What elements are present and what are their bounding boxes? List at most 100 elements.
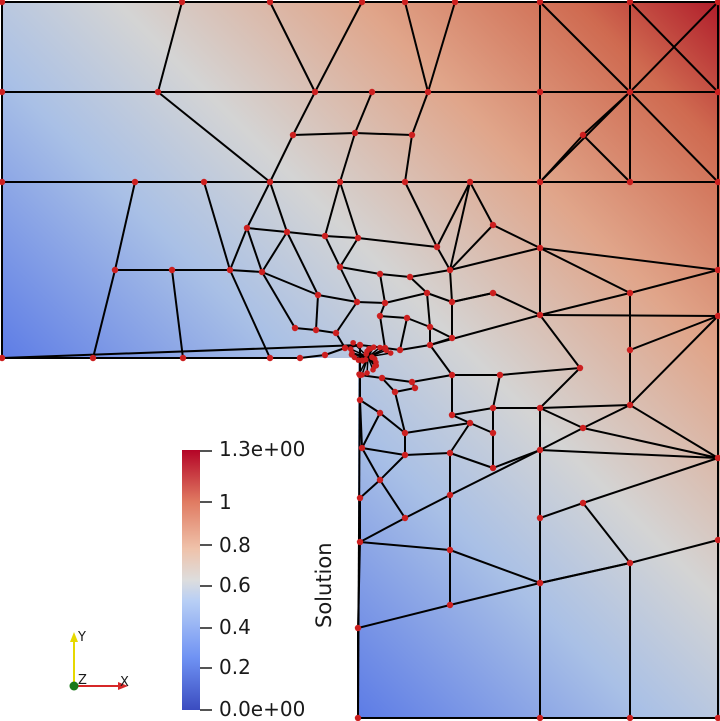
mesh-node <box>579 131 587 139</box>
mesh-edge <box>436 181 471 248</box>
mesh-edge <box>426 292 431 328</box>
mesh-node <box>266 0 274 6</box>
mesh-node <box>377 344 383 351</box>
mesh-node <box>266 354 274 362</box>
mesh-node <box>714 454 720 462</box>
mesh-node <box>283 228 291 236</box>
mesh-node <box>89 354 97 362</box>
mesh-node <box>536 178 544 186</box>
color-bar-gradient <box>182 450 200 710</box>
mesh-node <box>446 546 454 554</box>
mesh-edge <box>357 237 438 248</box>
mesh-node <box>364 370 370 376</box>
mesh-node <box>626 559 634 567</box>
mesh-node <box>383 347 389 354</box>
mesh-node <box>356 538 364 546</box>
mesh-edge <box>324 235 341 268</box>
mesh-edge <box>404 1 429 93</box>
mesh-edge <box>451 292 494 303</box>
mesh-edge <box>449 224 494 271</box>
mesh-edge <box>492 374 501 409</box>
mesh-edge <box>384 292 428 304</box>
mesh-edge <box>269 1 316 93</box>
mesh-edge <box>539 247 719 271</box>
mesh-node <box>350 339 356 346</box>
mesh-edge <box>411 91 429 136</box>
mesh-edge <box>261 271 319 296</box>
mesh-edge <box>451 407 494 416</box>
mesh-node <box>387 350 394 356</box>
mesh-node <box>401 178 409 186</box>
mesh-node <box>489 464 497 472</box>
mesh-node <box>291 324 299 332</box>
mesh-node <box>258 268 266 276</box>
mesh-node <box>411 384 419 392</box>
mesh-edge <box>359 479 381 499</box>
mesh-node <box>178 0 186 6</box>
mesh-node <box>179 354 187 362</box>
mesh-node <box>369 354 375 361</box>
mesh-edge <box>394 391 406 434</box>
mesh-node <box>626 88 634 96</box>
mesh-node <box>354 624 362 632</box>
mesh-edge <box>539 404 631 409</box>
mesh-node <box>579 499 587 507</box>
mesh-node <box>714 536 720 544</box>
mesh-node <box>336 263 344 271</box>
mesh-node <box>354 234 362 242</box>
mesh-node <box>626 346 634 354</box>
mesh-node <box>321 232 329 240</box>
mesh-edge <box>246 227 288 233</box>
mesh-node <box>391 388 399 396</box>
mesh-edge <box>429 314 541 346</box>
mesh-edge <box>92 269 116 359</box>
mesh-edge <box>354 132 413 136</box>
mesh-node <box>466 419 474 427</box>
mesh-edge <box>229 269 263 273</box>
mesh-node <box>378 374 386 382</box>
mesh-edge <box>427 1 456 93</box>
mesh-node <box>423 289 431 297</box>
mesh-node <box>714 714 720 721</box>
colorbar-label-0-6: 0.6 <box>219 573 251 597</box>
mesh-node <box>131 178 139 186</box>
mesh-edge <box>404 494 451 519</box>
mesh-edge <box>582 91 631 136</box>
mesh-edge <box>404 452 451 456</box>
mesh-node <box>266 178 274 186</box>
colorbar-label-0-2: 0.2 <box>219 655 251 679</box>
mesh-node <box>536 88 544 96</box>
mesh-edge <box>449 452 494 469</box>
mesh-edge <box>404 422 471 434</box>
mesh-edge <box>539 427 584 451</box>
mesh-edge <box>379 454 406 481</box>
mesh-node <box>356 371 362 377</box>
mesh-edge <box>409 269 451 278</box>
mesh-edge <box>629 404 719 459</box>
z-axis-label: Z <box>78 673 87 688</box>
mesh-edge <box>582 457 719 504</box>
mesh-edge <box>629 315 719 406</box>
colorbar-title: Solution <box>312 542 336 628</box>
mesh-node <box>336 178 344 186</box>
mesh-edge <box>379 479 406 519</box>
mesh-node <box>358 0 366 6</box>
mesh-node <box>168 266 176 274</box>
mesh-node <box>314 291 322 299</box>
mesh-node <box>371 363 378 370</box>
mesh-edge <box>359 541 451 551</box>
mesh-edge <box>539 1 631 93</box>
mesh-node <box>714 266 720 274</box>
mesh-node <box>536 446 544 454</box>
mesh-edge <box>357 604 451 629</box>
mesh-node <box>536 579 544 587</box>
mesh-node <box>714 0 720 6</box>
mesh-edge <box>339 266 381 275</box>
mesh-node <box>311 88 319 96</box>
colorbar-label-0-4: 0.4 <box>219 615 251 639</box>
mesh-node <box>536 714 544 721</box>
mesh-node <box>367 346 374 352</box>
